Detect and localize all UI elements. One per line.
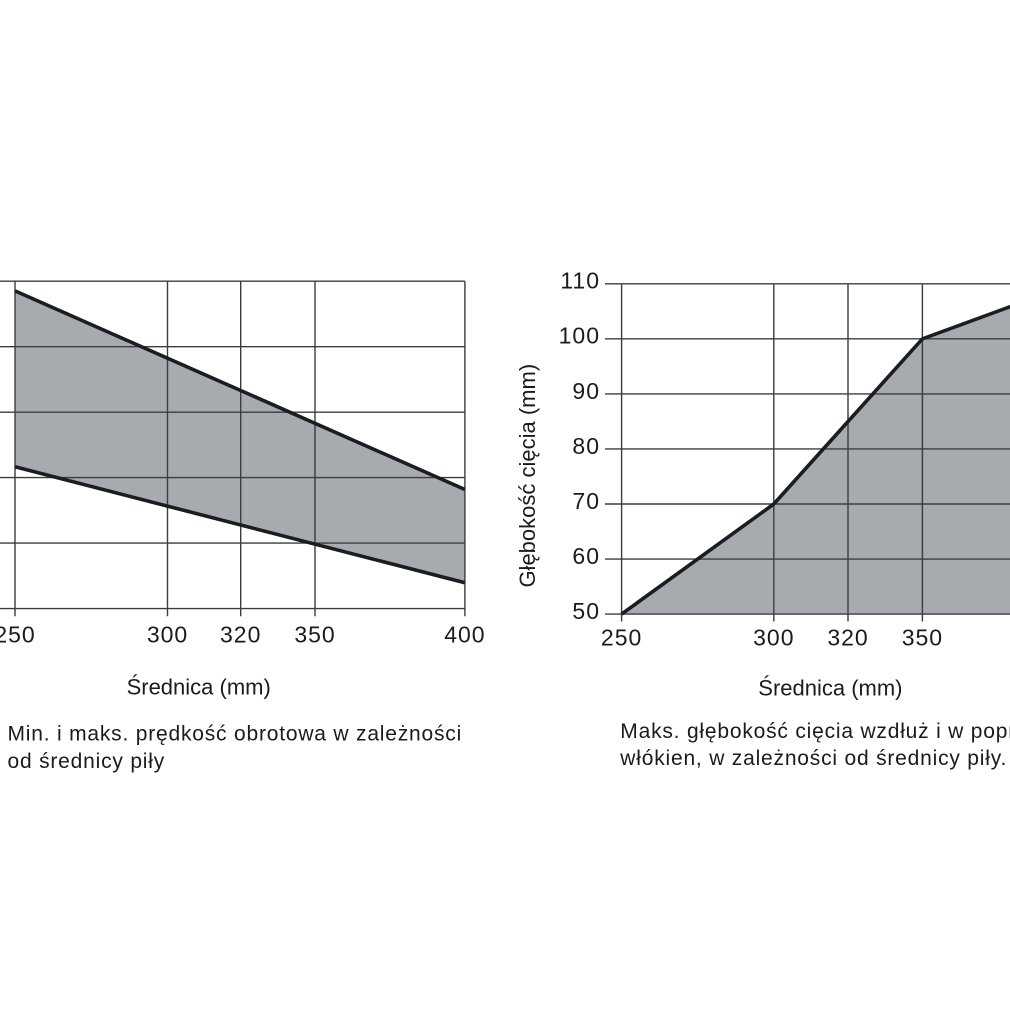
svg-text:od średnicy piły: od średnicy piły: [8, 750, 166, 773]
svg-text:400: 400: [444, 622, 485, 648]
svg-text:320: 320: [220, 622, 261, 648]
svg-text:70: 70: [572, 488, 600, 514]
svg-text:300: 300: [147, 622, 188, 648]
svg-text:Średnica (mm): Średnica (mm): [127, 675, 271, 700]
svg-text:350: 350: [902, 625, 943, 651]
svg-text:320: 320: [827, 625, 868, 651]
svg-text:80: 80: [572, 433, 600, 459]
svg-text:włókien, w zależności od średn: włókien, w zależności od średnicy piły.: [619, 747, 1007, 770]
svg-text:50: 50: [572, 598, 600, 624]
svg-text:Średnica (mm): Średnica (mm): [758, 675, 902, 700]
svg-text:110: 110: [560, 268, 600, 294]
svg-text:90: 90: [572, 378, 600, 404]
svg-text:Głębokość cięcia (mm): Głębokość cięcia (mm): [515, 364, 540, 588]
svg-text:300: 300: [753, 625, 794, 651]
svg-text:250: 250: [601, 625, 642, 651]
svg-text:350: 350: [294, 622, 335, 648]
svg-text:60: 60: [572, 543, 600, 569]
svg-text:Maks. głębokość cięcia wzdłuż: Maks. głębokość cięcia wzdłuż i w poprze…: [620, 720, 1010, 743]
svg-text:250: 250: [0, 622, 36, 648]
svg-text:Min. i maks. prędkość obrotowa: Min. i maks. prędkość obrotowa w zależno…: [8, 723, 463, 746]
svg-text:100: 100: [559, 323, 600, 349]
